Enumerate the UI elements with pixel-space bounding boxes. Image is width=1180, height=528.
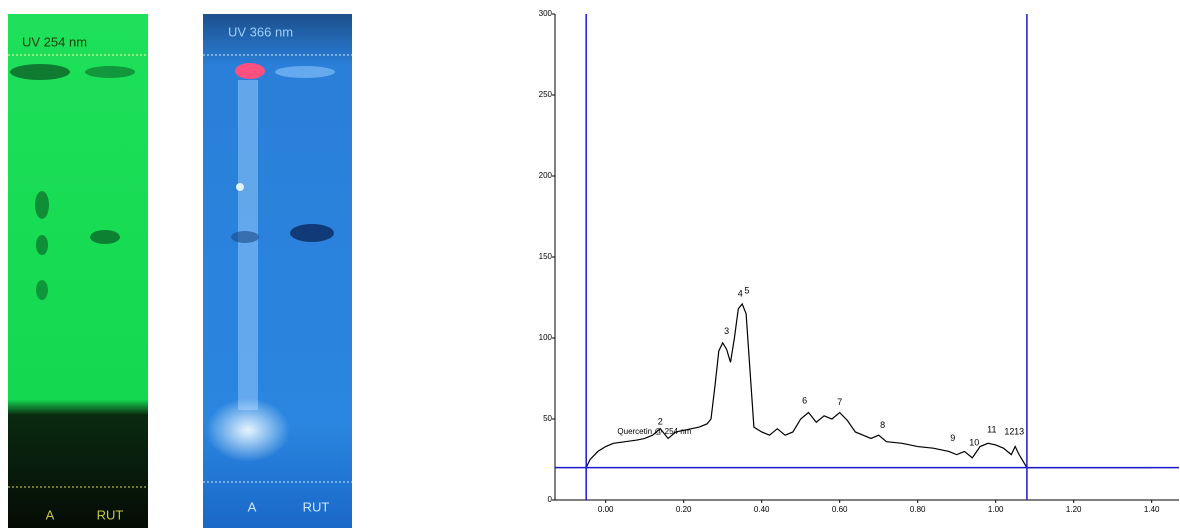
annotation: Quercetin @ 254 nm	[617, 427, 691, 436]
peak-label: 11	[987, 425, 996, 435]
lane-label: RUT	[97, 507, 124, 522]
x-tick-label: 0.00	[598, 505, 614, 514]
lane-label: RUT	[303, 499, 330, 514]
y-tick-label: 50	[543, 414, 552, 423]
y-tick-label: 250	[539, 90, 553, 99]
x-tick-label: 0.40	[754, 505, 770, 514]
x-tick-label: 0.80	[910, 505, 926, 514]
trace	[585, 302, 1152, 469]
lane-label: A	[46, 507, 55, 522]
peak-label: 8	[880, 420, 885, 430]
peak-label: 4	[738, 289, 743, 299]
x-tick-label: 0.20	[676, 505, 692, 514]
lane-label: A	[248, 499, 257, 514]
y-tick-label: 150	[539, 252, 553, 261]
plate-title: UV 366 nm	[228, 24, 293, 39]
x-tick-label: 1.00	[988, 505, 1004, 514]
y-tick-label: 200	[539, 171, 553, 180]
peak-label: 2	[658, 417, 663, 427]
peak-label: 5	[744, 285, 749, 295]
peak-label: 12	[1004, 426, 1014, 436]
peak-label: 7	[837, 397, 842, 407]
peak-label: 10	[969, 438, 979, 448]
y-tick-label: 0	[548, 495, 553, 504]
x-tick-label: 1.20	[1066, 505, 1082, 514]
plate-title: UV 254 nm	[22, 34, 87, 49]
peak-label: 3	[724, 326, 729, 336]
x-tick-label: 1.40	[1144, 505, 1160, 514]
plate-254	[8, 14, 148, 528]
plate-366	[203, 14, 352, 528]
peak-label: 13	[1014, 426, 1024, 436]
y-tick-label: 300	[539, 9, 553, 18]
y-tick-label: 100	[539, 333, 553, 342]
peak-label: 9	[950, 433, 955, 443]
peak-label: 6	[802, 396, 807, 406]
x-tick-label: 0.60	[832, 505, 848, 514]
